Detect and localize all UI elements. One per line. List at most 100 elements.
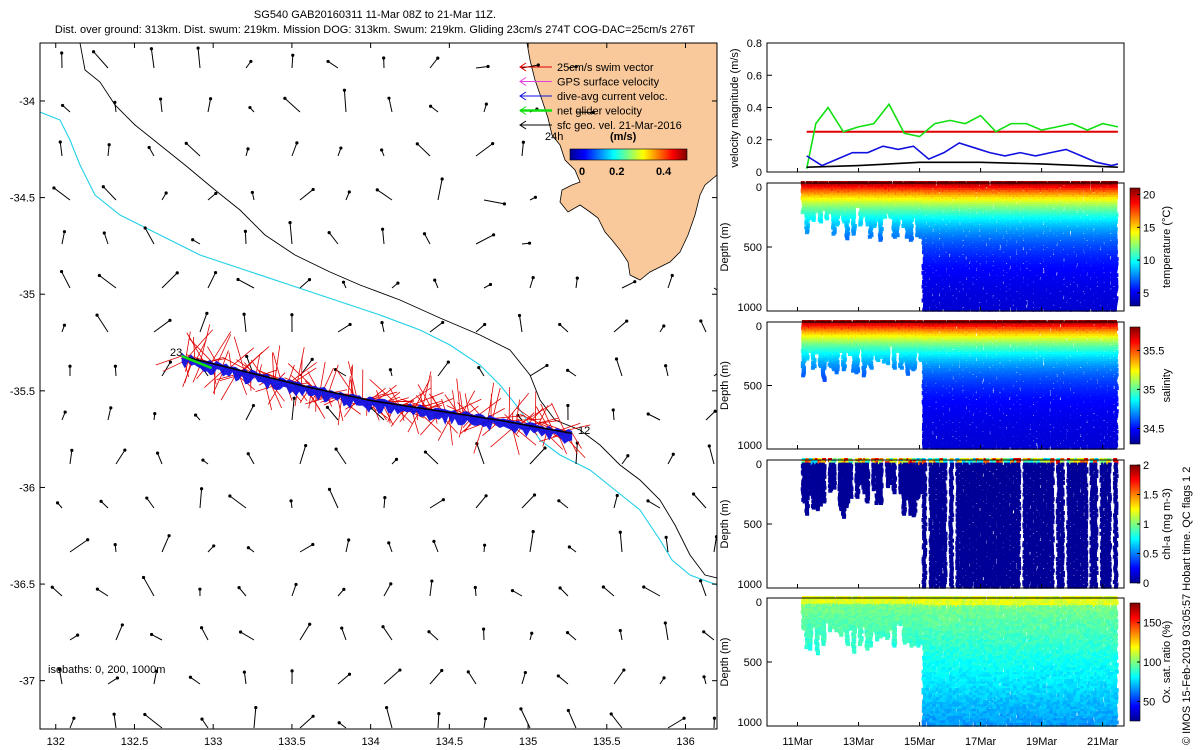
geo-vector-head (51, 586, 54, 589)
geo-vector (430, 500, 443, 508)
legend-label: dive-avg current veloc. (557, 91, 668, 103)
geo-vector-head (237, 586, 240, 589)
geo-vector-head (429, 105, 432, 108)
geo-vector-head (522, 141, 525, 144)
geo-vector-head (249, 60, 252, 63)
geo-vector-head (72, 717, 75, 720)
colorbar-title: (m/s) (610, 131, 637, 143)
geo-vector (559, 501, 568, 508)
geo-vector-head (610, 712, 613, 715)
geo-vector-head (288, 221, 291, 224)
geo-vector-head (143, 713, 146, 716)
geo-vector (246, 406, 253, 420)
geo-vector-head (340, 626, 343, 629)
geo-vector-head (339, 146, 342, 149)
geo-vector (328, 61, 338, 68)
geo-vector (558, 676, 568, 684)
geo-vector-head (291, 54, 294, 57)
map-x-tick: 132 (47, 736, 65, 748)
profile-sample (852, 232, 856, 236)
geo-vector-head (156, 452, 159, 455)
geo-vector-head (672, 453, 675, 456)
geo-vector (241, 632, 254, 640)
geo-vector (248, 454, 254, 464)
geo-vector-head (165, 191, 168, 194)
map-x-tick: 134 (361, 736, 379, 748)
geo-vector-head (664, 621, 667, 624)
geo-vector (245, 231, 246, 244)
geo-vector (434, 541, 438, 552)
swim-vector (457, 379, 461, 415)
geo-vector-head (387, 97, 390, 100)
geo-vector-head (482, 627, 485, 630)
geo-vector-head (662, 324, 665, 327)
geo-vector-head (530, 632, 533, 635)
legend-label: net glider velocity (557, 106, 642, 118)
geo-vector (208, 273, 216, 288)
geo-vector-head (244, 230, 247, 233)
geo-vector-head (294, 583, 297, 586)
geo-vector (97, 315, 108, 332)
geo-vector-head (308, 623, 311, 626)
profile-sample (901, 224, 905, 228)
geo-vector-head (168, 319, 171, 322)
swim-vectors (156, 324, 591, 457)
geo-vector (200, 489, 202, 508)
geo-vector-head (144, 226, 147, 229)
geo-vector-head (441, 321, 444, 324)
geo-vector-head (534, 196, 537, 199)
geo-vector-head (290, 313, 293, 316)
geo-vector (611, 714, 622, 728)
geo-vector-head (148, 146, 151, 149)
geo-vector (300, 280, 309, 288)
geo-vector-head (664, 364, 667, 367)
geo-vector (665, 623, 668, 640)
geo-vector (152, 635, 162, 640)
profile-sample (872, 224, 876, 228)
geo-vector-head (612, 408, 615, 411)
geo-vector (145, 714, 162, 728)
geo-vector-head (380, 148, 383, 151)
geo-vector-head (436, 56, 439, 59)
geo-vector (520, 315, 522, 332)
geo-vector (644, 587, 660, 596)
geo-vector-head (633, 280, 636, 283)
geo-vector (522, 495, 534, 508)
geo-vector (568, 711, 576, 728)
geo-vector (244, 672, 246, 684)
geo-vector-head (440, 669, 443, 672)
geo-vector-head (96, 588, 99, 591)
geo-vector-head (348, 323, 351, 326)
geo-vector (94, 52, 108, 68)
geo-vector-head (432, 540, 435, 543)
geo-vector (70, 450, 72, 464)
legend-label: GPS surface velocity (557, 77, 660, 89)
geo-vector (438, 179, 442, 200)
geo-vector-head (503, 202, 506, 205)
geo-vector-head (642, 585, 645, 588)
map-y-tick: -34 (19, 96, 35, 108)
geo-vector (116, 625, 122, 640)
geo-vector (99, 275, 116, 288)
track-start-label: 23 (170, 347, 182, 359)
geo-vector (144, 577, 154, 596)
geo-vector (668, 454, 673, 464)
geo-vector-head (484, 717, 487, 720)
geo-vector-head (100, 500, 103, 503)
geo-vector-head (533, 493, 536, 496)
geo-vector-head (395, 458, 398, 461)
swim-vector (323, 368, 333, 390)
geo-vector (230, 496, 246, 508)
geo-vector (430, 581, 432, 596)
geo-vector-head (308, 278, 311, 281)
geo-vector (300, 189, 313, 200)
geo-vector-head (387, 541, 390, 544)
geo-vector-head (665, 536, 668, 539)
geo-vector-head (483, 544, 486, 547)
geo-vector-head (713, 717, 716, 720)
geo-vector-head (312, 188, 315, 191)
geo-vector (704, 632, 714, 640)
profile-sample (883, 215, 887, 219)
geo-vector-head (543, 446, 546, 449)
